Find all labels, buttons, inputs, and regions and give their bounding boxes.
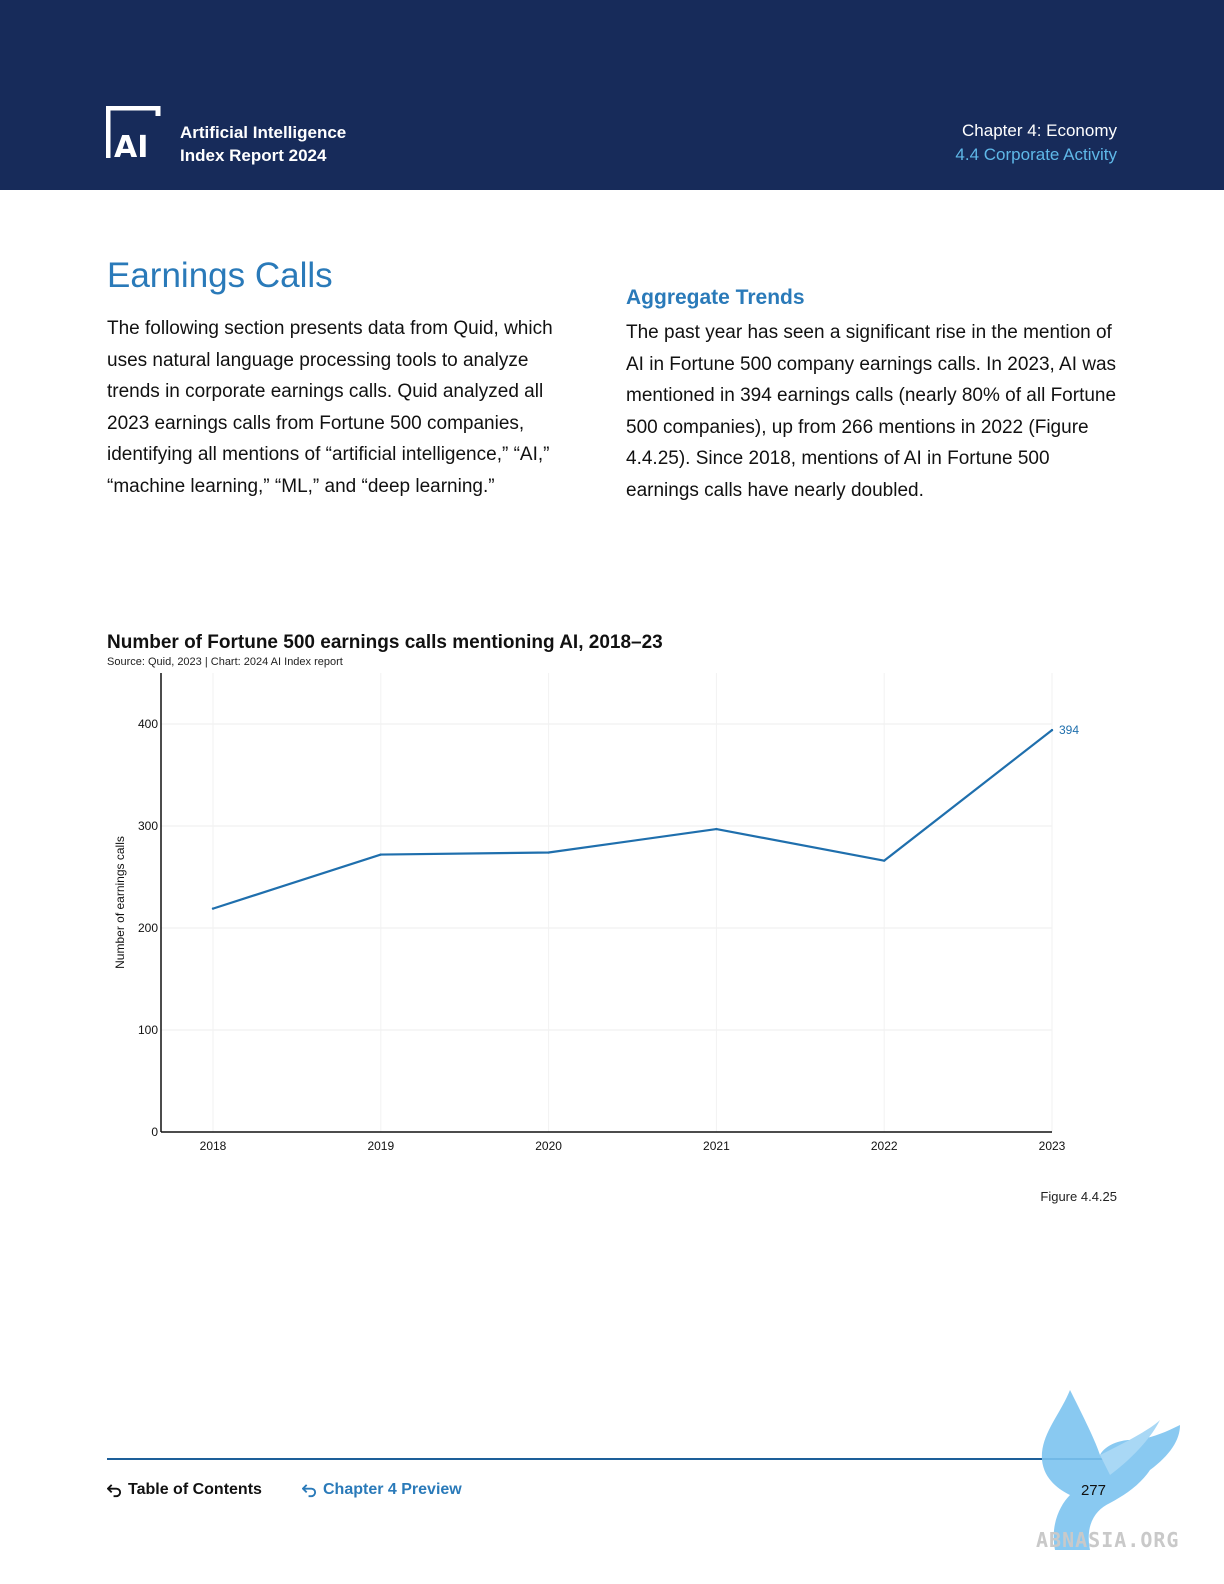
line-chart: 0 100 200 300 400 2018 2019 2020 2021 2022 2023 Num… — [113, 673, 1079, 1153]
series-line — [212, 729, 1053, 910]
logo-glyph: AI — [114, 130, 148, 161]
data-point — [211, 907, 215, 910]
subheading: Aggregate Trends — [626, 286, 805, 309]
report-name: Artificial Intelligence Index Report 202… — [180, 121, 346, 167]
x-tick-label: 2021 — [703, 1139, 730, 1153]
x-tick-label: 2018 — [200, 1139, 227, 1153]
table-of-contents-label: Table of Contents — [128, 1481, 262, 1498]
report-name-line2: Index Report 2024 — [180, 146, 327, 165]
ai-index-logo-icon: AI — [106, 106, 161, 161]
x-tick-label: 2019 — [367, 1139, 394, 1153]
chapter-title: Chapter 4: Economy — [962, 121, 1117, 140]
data-point — [715, 827, 718, 831]
x-tick-label: 2022 — [871, 1139, 898, 1153]
data-point — [379, 853, 382, 856]
chapter-heading: Chapter 4: Economy 4.4 Corporate Activit… — [955, 119, 1117, 167]
data-point — [547, 851, 550, 854]
data-point — [883, 859, 886, 862]
section-title-header: 4.4 Corporate Activity — [955, 145, 1117, 164]
report-header: AI Artificial Intelligence Index Report … — [0, 0, 1224, 190]
return-arrow-icon — [302, 1483, 317, 1497]
report-name-line1: Artificial Intelligence — [180, 123, 347, 142]
y-tick-label: 300 — [138, 819, 158, 833]
x-tick-label: 2020 — [535, 1139, 562, 1153]
table-of-contents-link[interactable]: Table of Contents — [107, 1481, 262, 1499]
y-tick-label: 0 — [151, 1125, 158, 1139]
body-paragraph: The past year has seen a significant ris… — [626, 322, 1117, 501]
chart-title: Number of Fortune 500 earnings calls men… — [107, 632, 663, 653]
page-title: Earnings Calls — [107, 256, 333, 295]
data-label: 394 — [1059, 723, 1079, 737]
y-tick-label: 400 — [138, 717, 158, 731]
chapter-preview-label: Chapter 4 Preview — [323, 1481, 462, 1498]
data-point — [1050, 728, 1054, 732]
return-arrow-icon — [107, 1483, 122, 1497]
y-axis-label: Number of earnings calls — [113, 836, 127, 969]
y-tick-label: 200 — [138, 921, 158, 935]
page-number: 277 — [1080, 1482, 1106, 1499]
intro-paragraph: The following section presents data from… — [107, 318, 553, 497]
watermark-text: ABNASIA.ORG — [1036, 1528, 1180, 1552]
griffin-watermark-icon — [1041, 1390, 1180, 1550]
chapter-preview-link[interactable]: Chapter 4 Preview — [302, 1481, 462, 1499]
footer-divider — [107, 1458, 1117, 1460]
figure-label: Figure 4.4.25 — [1040, 1189, 1117, 1204]
x-tick-label: 2023 — [1039, 1139, 1066, 1153]
y-tick-label: 100 — [138, 1023, 158, 1037]
chart-source: Source: Quid, 2023 | Chart: 2024 AI Inde… — [107, 656, 343, 668]
